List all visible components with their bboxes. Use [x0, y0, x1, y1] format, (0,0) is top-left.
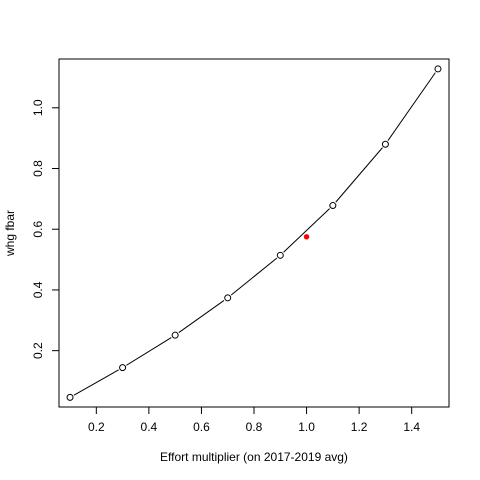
x-axis-label: Effort multiplier (on 2017-2019 avg)	[160, 450, 348, 464]
series-line-segment	[230, 257, 278, 296]
series-line-segment	[126, 337, 172, 366]
data-point	[224, 294, 232, 302]
plot-box	[58, 58, 450, 408]
series-layer	[66, 65, 442, 401]
x-tick-label: 1.2	[351, 420, 368, 434]
x-tick-label: 0.6	[193, 420, 210, 434]
y-tick-label: 0.8	[31, 160, 45, 177]
series-line-segment	[73, 369, 119, 396]
y-axis-label: whg fbar	[3, 210, 17, 257]
data-point	[66, 393, 74, 401]
data-point	[434, 65, 442, 73]
y-tick-label: 1.0	[31, 99, 45, 116]
x-tick-label: 1.4	[403, 420, 420, 434]
y-tick-label: 0.6	[31, 221, 45, 238]
y-axis: 0.2 0.4 0.6 0.8 1.0	[31, 99, 60, 359]
data-point	[381, 140, 389, 148]
y-tick-label: 0.2	[31, 342, 45, 359]
series-line-segment	[178, 300, 225, 333]
x-axis: 0.2 0.4 0.6 0.8 1.0 1.2 1.4	[88, 406, 420, 434]
data-point	[276, 251, 284, 259]
series-line-segment	[283, 208, 330, 253]
data-point	[119, 364, 127, 372]
y-tick-label: 0.4	[31, 281, 45, 298]
data-point	[329, 202, 337, 210]
x-tick-label: 0.2	[88, 420, 105, 434]
x-tick-label: 1.0	[298, 420, 315, 434]
highlight-point	[303, 234, 310, 240]
x-tick-label: 0.4	[141, 420, 158, 434]
data-point	[171, 331, 179, 339]
series-line-segment	[387, 72, 436, 141]
x-tick-label: 0.8	[246, 420, 263, 434]
series-line-segment	[335, 147, 383, 203]
